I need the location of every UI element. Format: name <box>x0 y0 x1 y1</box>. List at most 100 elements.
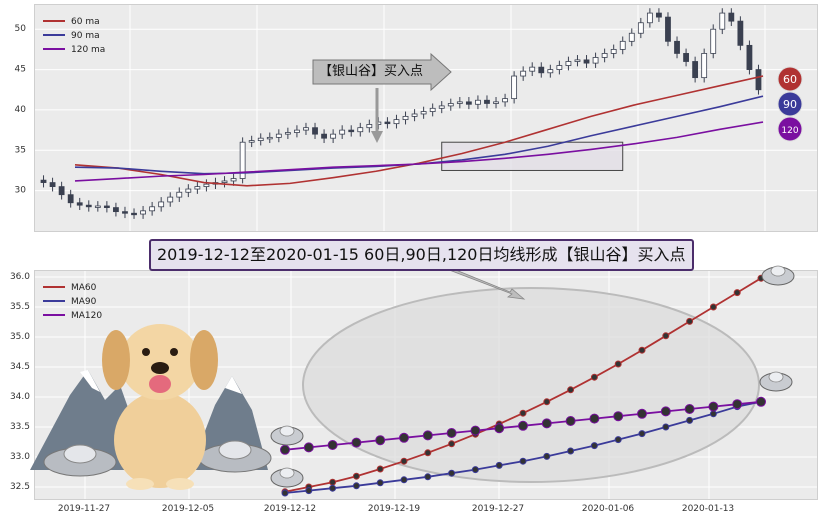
candle-body <box>737 20 744 46</box>
candle-body <box>203 183 210 188</box>
candle-body <box>583 59 590 64</box>
candle-body <box>357 127 364 133</box>
candle-body <box>646 12 653 24</box>
candle-body <box>683 53 689 62</box>
data-point <box>375 435 386 446</box>
candle-body <box>456 101 463 104</box>
data-point <box>424 449 432 457</box>
y-tick-label: 32.5 <box>10 482 30 492</box>
data-point <box>589 413 600 424</box>
y-tick-label: 35.0 <box>10 332 30 342</box>
data-point <box>494 423 505 434</box>
callout-arrow <box>312 52 452 92</box>
candle-body <box>185 188 192 193</box>
candle-body <box>710 28 717 54</box>
data-point <box>446 428 457 438</box>
candle-body <box>140 210 146 215</box>
candle-body <box>465 101 472 105</box>
y-tick-label: 34.5 <box>10 362 30 372</box>
data-point <box>709 410 717 418</box>
candle-body <box>76 202 83 206</box>
candle-body <box>719 12 726 30</box>
y-tick-label: 50 <box>15 24 27 34</box>
x-tick-label: 2020-01-06 <box>582 504 635 514</box>
data-point <box>303 442 314 453</box>
candle-body <box>728 12 735 22</box>
data-point <box>495 461 503 469</box>
candle-body <box>538 66 545 74</box>
data-point <box>662 332 670 340</box>
data-point <box>757 274 765 282</box>
ma-badge-120 <box>777 116 803 142</box>
candle-body <box>366 124 373 129</box>
legend-label: 90 ma <box>71 31 100 41</box>
candle-body <box>402 115 409 121</box>
candle-body <box>312 127 318 135</box>
data-point <box>351 437 362 448</box>
data-point <box>733 289 741 297</box>
candle-body <box>755 69 762 91</box>
data-point <box>686 416 694 424</box>
candlestick-chart-panel: 60 ma 90 ma 120 ma 60 90 120 <box>34 4 818 232</box>
candle-body <box>122 211 128 214</box>
data-point <box>448 440 456 448</box>
data-point <box>400 476 408 484</box>
data-point <box>305 487 313 495</box>
data-point <box>327 440 338 450</box>
ma-badge-label: 120 <box>781 126 798 136</box>
ma-badge-60 <box>777 66 803 92</box>
ma-badge-label: 60 <box>783 73 797 86</box>
data-point <box>376 479 384 487</box>
legend-label: 120 ma <box>71 45 105 55</box>
data-point <box>567 447 575 455</box>
data-point <box>637 408 647 419</box>
y-tick-label: 33.5 <box>10 422 30 432</box>
data-point <box>543 398 551 406</box>
candle-body <box>384 121 391 125</box>
candle-body <box>194 186 201 190</box>
x-tick-label: 2020-01-13 <box>682 504 734 514</box>
candle-body <box>692 61 699 79</box>
candle-body <box>656 12 662 18</box>
candle-body <box>665 16 671 42</box>
y-tick-label: 35 <box>15 145 26 155</box>
x-tick-label: 2019-12-27 <box>472 504 524 514</box>
ma-line-60-ma <box>74 75 764 187</box>
candle-body <box>393 119 400 125</box>
data-point <box>329 484 337 492</box>
candle-body <box>58 186 65 196</box>
data-point <box>613 411 624 422</box>
candle-body <box>484 99 490 104</box>
ma-line-chart: MA60 MA90 MA120 <box>35 271 817 499</box>
candle-body <box>221 180 228 183</box>
candle-body <box>266 136 273 140</box>
x-tick-label: 2019-11-27 <box>58 504 110 514</box>
ma-line-90-ma <box>74 95 764 175</box>
candle-body <box>701 53 708 79</box>
ma-line-120-ma <box>74 121 764 182</box>
candle-body <box>529 66 536 72</box>
candle-body <box>149 206 156 212</box>
bottom-x-axis: 2019-11-27 2019-12-05 2019-12-12 2019-12-19… <box>58 504 734 514</box>
data-point <box>281 489 289 497</box>
candle-body <box>230 178 237 182</box>
data-point <box>543 452 551 460</box>
data-point <box>732 399 743 410</box>
signal-banner: 2019-12-12至2020-01-15 60日,90日,120日均线形成【银… <box>149 239 694 271</box>
data-point <box>280 444 290 455</box>
highlight-ellipse <box>302 287 760 483</box>
candle-body <box>674 40 680 54</box>
candle-body <box>103 205 110 208</box>
candle-body <box>574 59 581 62</box>
candle-body <box>438 105 445 109</box>
candle-body <box>502 98 508 103</box>
ma-badge-90 <box>777 91 803 117</box>
candle-body <box>176 191 183 198</box>
candlestick-chart: 60 ma 90 ma 120 ma 60 90 120 <box>35 5 817 231</box>
y-tick-label: 33.0 <box>10 452 30 462</box>
data-point <box>422 430 433 441</box>
candle-body <box>637 22 644 34</box>
data-point <box>519 409 527 417</box>
candle-body <box>511 75 518 100</box>
data-point <box>662 423 670 431</box>
